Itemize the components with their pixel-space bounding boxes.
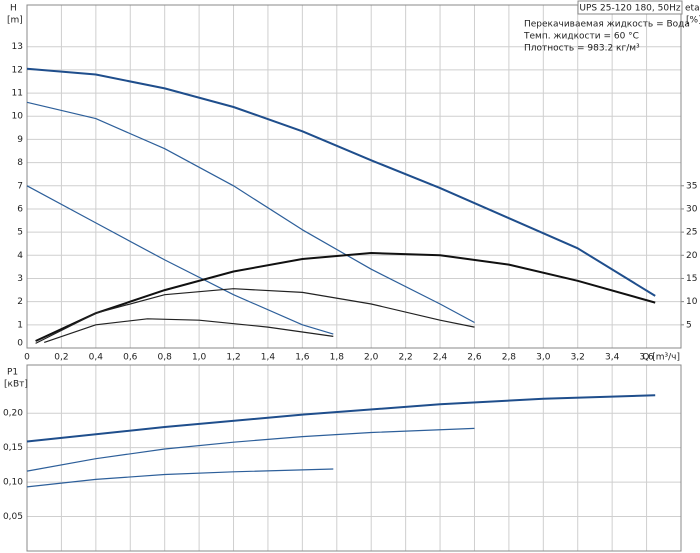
text-layer: H [m] eta [%] Q [m³/ч] UPS 25-120 180, 5…	[3, 0, 700, 522]
x-tick-label: 2,0	[364, 353, 379, 363]
y-tick-label: 8	[17, 158, 23, 168]
y-tick-label: 0,05	[3, 512, 23, 522]
y2-tick-label: 25	[686, 228, 697, 238]
y-tick-label: 12	[12, 65, 23, 75]
curve	[26, 427, 475, 472]
x-tick-label: 1,8	[330, 353, 345, 363]
plot-frame	[26, 364, 682, 552]
x-tick-label: 0,6	[123, 353, 138, 363]
y-tick-label: 10	[12, 112, 24, 122]
x-tick-label: 2,4	[433, 353, 448, 363]
y2-tick-label: 10	[686, 297, 698, 307]
y-tick-label: 5	[17, 228, 23, 238]
y-tick-label: 0,20	[3, 409, 23, 419]
x-tick-label: 2,2	[398, 353, 412, 363]
x-axis-label: Q [m³/ч]	[642, 353, 680, 363]
y-tick-label: 11	[12, 89, 23, 99]
x-tick-label: 3,6	[639, 353, 654, 363]
title-box	[577, 0, 683, 15]
y-tick-label: 1	[17, 320, 23, 330]
y-axis-label: H	[10, 4, 17, 14]
curve	[35, 252, 656, 342]
chart-title: UPS 25-120 180, 50Hz	[579, 4, 680, 14]
y2-tick-label: 30	[686, 204, 698, 214]
y2-tick-label: 20	[686, 251, 698, 261]
y-axis-unit: [m]	[7, 16, 23, 26]
y-tick-label: 0,10	[3, 478, 23, 488]
y-tick-label: 0,15	[3, 443, 23, 453]
y-axis-label: P1	[7, 368, 18, 378]
y2-axis-label: eta	[685, 4, 700, 14]
x-tick-label: 3,2	[571, 353, 585, 363]
y-tick-label: 0	[17, 339, 23, 349]
x-tick-label: 0,8	[158, 353, 173, 363]
curve	[26, 185, 334, 335]
curve	[44, 318, 334, 343]
y-tick-label: 9	[17, 135, 23, 145]
x-tick-label: 0,2	[54, 353, 68, 363]
x-tick-label: 2,8	[502, 353, 517, 363]
y-tick-label: 6	[17, 204, 23, 214]
curve	[26, 101, 475, 324]
y-tick-label: 13	[12, 42, 23, 52]
annotation: Темп. жидкости = 60 °C	[523, 32, 639, 42]
x-tick-label: 3,0	[536, 353, 551, 363]
x-tick-label: 3,4	[605, 353, 620, 363]
x-tick-label: 1,6	[295, 353, 310, 363]
x-tick-label: 1,2	[226, 353, 240, 363]
x-tick-label: 1,0	[192, 353, 207, 363]
y-tick-label: 2	[17, 297, 23, 307]
x-tick-label: 0,4	[89, 353, 104, 363]
curve	[26, 67, 656, 297]
x-tick-label: 0	[24, 353, 30, 363]
y2-tick-label: 5	[686, 320, 692, 330]
y2-tick-label: 35	[686, 181, 697, 191]
y-tick-label: 4	[17, 251, 23, 261]
y2-axis-unit: [%]	[686, 16, 700, 26]
x-tick-label: 2,6	[467, 353, 482, 363]
annotation: Плотность = 983.2 кг/м³	[524, 44, 640, 54]
annotation: Перекачиваемая жидкость = Вода	[524, 20, 690, 30]
curve	[35, 288, 475, 344]
y-tick-label: 3	[17, 274, 23, 284]
curve	[26, 468, 334, 488]
plot-frame	[26, 4, 682, 349]
x-tick-label: 1,4	[261, 353, 276, 363]
y-axis-unit: [кВт]	[4, 380, 28, 390]
curves-layer	[26, 67, 656, 488]
curve	[26, 394, 656, 443]
y2-tick-label: 15	[686, 274, 697, 284]
y-tick-label: 7	[17, 181, 23, 191]
